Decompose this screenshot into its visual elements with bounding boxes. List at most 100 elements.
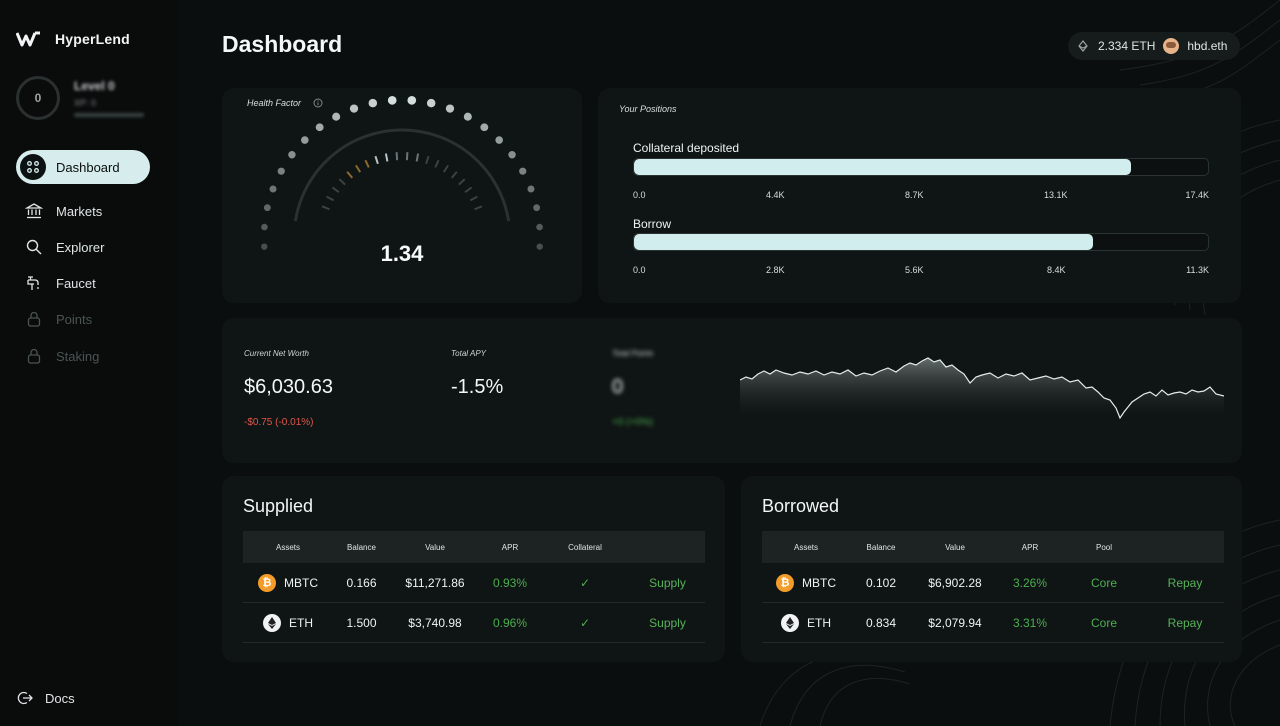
collateral-check-icon[interactable]: ✓ xyxy=(579,575,591,590)
column-header: APR xyxy=(501,542,519,552)
level-xp: XP: 0 xyxy=(74,98,97,108)
sidebar-item-label: Faucet xyxy=(56,275,96,291)
gauge-dot xyxy=(332,112,341,121)
sidebar: HyperLend 0 Level 0 XP: 0 Dashboard Mark… xyxy=(0,0,178,726)
collateral-check-icon[interactable]: ✓ xyxy=(579,615,591,630)
gauge-tick xyxy=(442,164,449,173)
apr-cell: 0.93% xyxy=(492,575,528,590)
net-worth-value: $6,030.63 xyxy=(244,376,333,398)
table-row: ETH 1.500 $3,740.98 0.96% ✓ Supply xyxy=(243,603,705,643)
user-level[interactable]: 0 Level 0 XP: 0 xyxy=(16,76,144,120)
gauge-dot xyxy=(288,151,296,159)
faucet-icon xyxy=(24,273,44,293)
table-row: ₿ MBTC 0.102 $6,902.28 3.26% Core Repay xyxy=(762,563,1224,603)
supplied-card: Supplied Assets Balance Value APR Collat… xyxy=(222,476,725,662)
gauge-dot xyxy=(315,123,324,132)
column-header: Assets xyxy=(275,542,300,552)
sidebar-item-dashboard[interactable]: Dashboard xyxy=(16,150,150,184)
gauge-track xyxy=(293,128,511,222)
page-title: Dashboard xyxy=(222,31,343,57)
docs-label: Docs xyxy=(45,690,75,706)
net-worth-sparkline xyxy=(740,357,1224,422)
gauge-tick xyxy=(331,186,340,193)
column-header: APR xyxy=(1021,542,1039,552)
gauge-tick xyxy=(464,186,473,193)
gauge-tick xyxy=(395,152,399,161)
supply-button[interactable]: Supply xyxy=(649,575,686,590)
brand-logo[interactable]: HyperLend xyxy=(16,31,130,47)
column-header: Value xyxy=(425,542,445,552)
borrow-bar xyxy=(633,233,1209,251)
asset-name: ETH xyxy=(807,615,831,630)
sidebar-item-staking[interactable]: Staking xyxy=(24,346,99,366)
level-title: Level 0 xyxy=(74,79,115,93)
avatar xyxy=(1163,38,1180,54)
axis-tick: 4.4K xyxy=(766,190,785,200)
total-points-change: +0 (+0%) xyxy=(612,417,654,428)
gauge-dot xyxy=(426,98,436,108)
sidebar-item-points[interactable]: Points xyxy=(24,309,92,329)
gauge-dot xyxy=(533,204,541,212)
sidebar-item-faucet[interactable]: Faucet xyxy=(24,273,96,293)
sidebar-item-explorer[interactable]: Explorer xyxy=(24,237,104,257)
balance-cell: 0.834 xyxy=(865,615,897,630)
info-icon[interactable] xyxy=(313,98,323,108)
balance-cell: 0.102 xyxy=(865,575,897,590)
gauge-tick xyxy=(405,152,409,161)
value-cell: $11,271.86 xyxy=(405,575,465,590)
asset-cell: ETH xyxy=(243,613,333,632)
pool-cell: Core xyxy=(1090,575,1117,590)
lock-icon xyxy=(24,346,44,366)
value-cell: $2,079.94 xyxy=(928,615,982,630)
apr-cell: 0.96% xyxy=(492,615,528,630)
axis-tick: 2.8K xyxy=(766,265,785,275)
net-worth-change: -$0.75 (-0.01%) xyxy=(244,417,314,428)
sidebar-item-markets[interactable]: Markets xyxy=(24,201,102,221)
gauge-dot xyxy=(261,223,268,231)
asset-cell: ₿ MBTC xyxy=(762,573,850,592)
health-factor-card: Health Factor 1.34 xyxy=(222,88,582,303)
supplied-table-header: Assets Balance Value APR Collateral xyxy=(243,531,705,563)
gauge-tick xyxy=(450,171,458,179)
sidebar-item-label: Dashboard xyxy=(56,159,120,175)
gauge-tick xyxy=(374,155,379,165)
column-header: Balance xyxy=(866,542,896,552)
gauge-tick xyxy=(474,205,483,211)
net-worth-label: Current Net Worth xyxy=(244,349,309,358)
gauge-tick xyxy=(469,195,478,202)
sidebar-item-label: Staking xyxy=(56,348,100,364)
wallet-button[interactable]: 2.334 ETH hbd.eth xyxy=(1068,32,1240,60)
collateral-title: Collateral deposited xyxy=(633,141,740,155)
collateral-bar-fill xyxy=(634,159,1132,175)
value-cell: $6,902.28 xyxy=(928,575,982,590)
column-header: Collateral xyxy=(568,542,602,552)
apr-cell: 3.26% xyxy=(1012,575,1048,590)
asset-name: MBTC xyxy=(802,575,836,590)
column-header: Balance xyxy=(347,542,376,552)
hyperlend-logo-icon xyxy=(16,31,40,47)
gauge-dot xyxy=(508,151,516,159)
gauge-dot xyxy=(387,96,397,105)
gauge-dot xyxy=(495,136,504,144)
gauge-tick xyxy=(326,195,335,202)
gauge-dot xyxy=(527,185,535,193)
logout-arrow-icon xyxy=(17,691,33,705)
gauge-dot xyxy=(407,96,417,105)
health-factor-label: Health Factor xyxy=(247,98,302,108)
borrowed-card: Borrowed Assets Balance Value APR Pool ₿… xyxy=(741,476,1242,662)
gauge-tick xyxy=(338,178,346,186)
asset-cell: ETH xyxy=(762,613,850,632)
balance-cell: 1.500 xyxy=(346,615,377,630)
supply-button[interactable]: Supply xyxy=(649,615,686,630)
repay-button[interactable]: Repay xyxy=(1167,615,1203,630)
axis-tick: 11.3K xyxy=(1186,265,1209,275)
network-icon xyxy=(1078,40,1088,52)
bitcoin-icon: ₿ xyxy=(258,573,276,592)
repay-button[interactable]: Repay xyxy=(1167,575,1203,590)
total-apy-value: -1.5% xyxy=(451,376,504,398)
docs-link[interactable]: Docs xyxy=(17,690,75,706)
collateral-bar xyxy=(633,158,1209,176)
borrowed-title: Borrowed xyxy=(762,496,840,516)
axis-tick: 8.7K xyxy=(905,190,924,200)
total-points-value: 0 xyxy=(612,376,624,398)
